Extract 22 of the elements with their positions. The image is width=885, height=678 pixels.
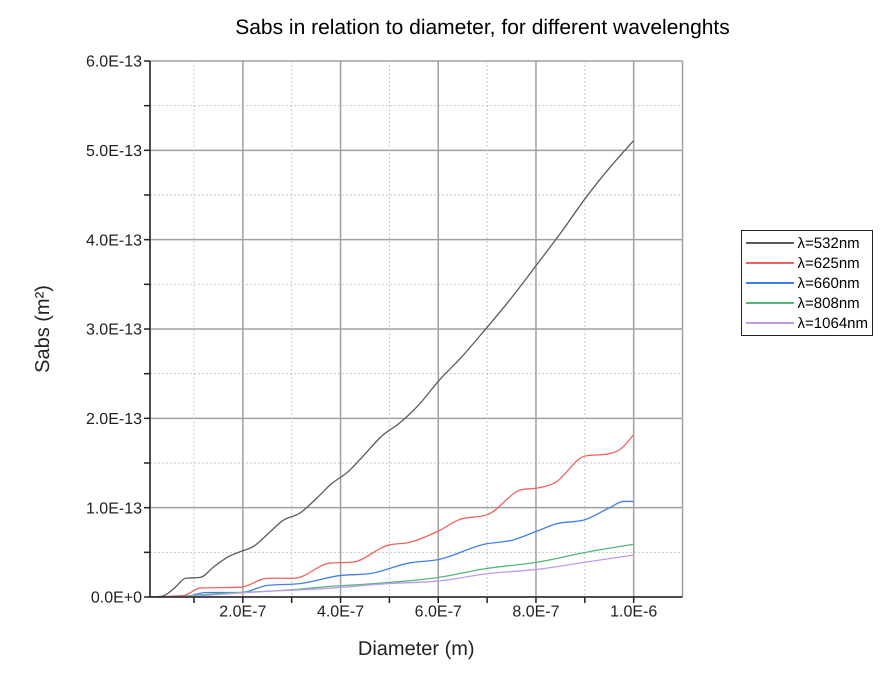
y-tick-label: 4.0E-13 — [86, 232, 142, 250]
y-tick-label: 6.0E-13 — [86, 54, 142, 71]
legend-label: λ=1064nm — [798, 314, 868, 332]
x-tick-label: 1.0E-6 — [610, 603, 658, 620]
y-axis-title: Sabs (m²) — [32, 285, 54, 373]
y-tick-label: 3.0E-13 — [86, 322, 142, 339]
x-tick-label: 6.0E-7 — [414, 603, 462, 620]
y-tick-label: 2.0E-13 — [86, 411, 142, 428]
x-axis-title: Diameter (m) — [358, 638, 475, 660]
chart-title: Sabs in relation to diameter, for different wavelenghts — [234, 16, 731, 40]
x-tick-label: 2.0E-7 — [219, 603, 266, 620]
x-tick-label: 4.0E-7 — [316, 603, 364, 620]
x-tick-label: 8.0E-7 — [512, 603, 560, 620]
legend-label: λ=808nm — [798, 294, 860, 312]
legend-label: λ=532nm — [798, 234, 860, 252]
y-tick-label: 1.0E-13 — [86, 500, 142, 518]
legend-label: λ=660nm — [798, 274, 860, 292]
line-series — [150, 434, 634, 597]
y-tick-label: 5.0E-13 — [86, 143, 142, 160]
line-series — [150, 140, 634, 597]
y-tick-label: 0.0E+0 — [90, 590, 142, 607]
legend-label: λ=625nm — [798, 254, 860, 272]
